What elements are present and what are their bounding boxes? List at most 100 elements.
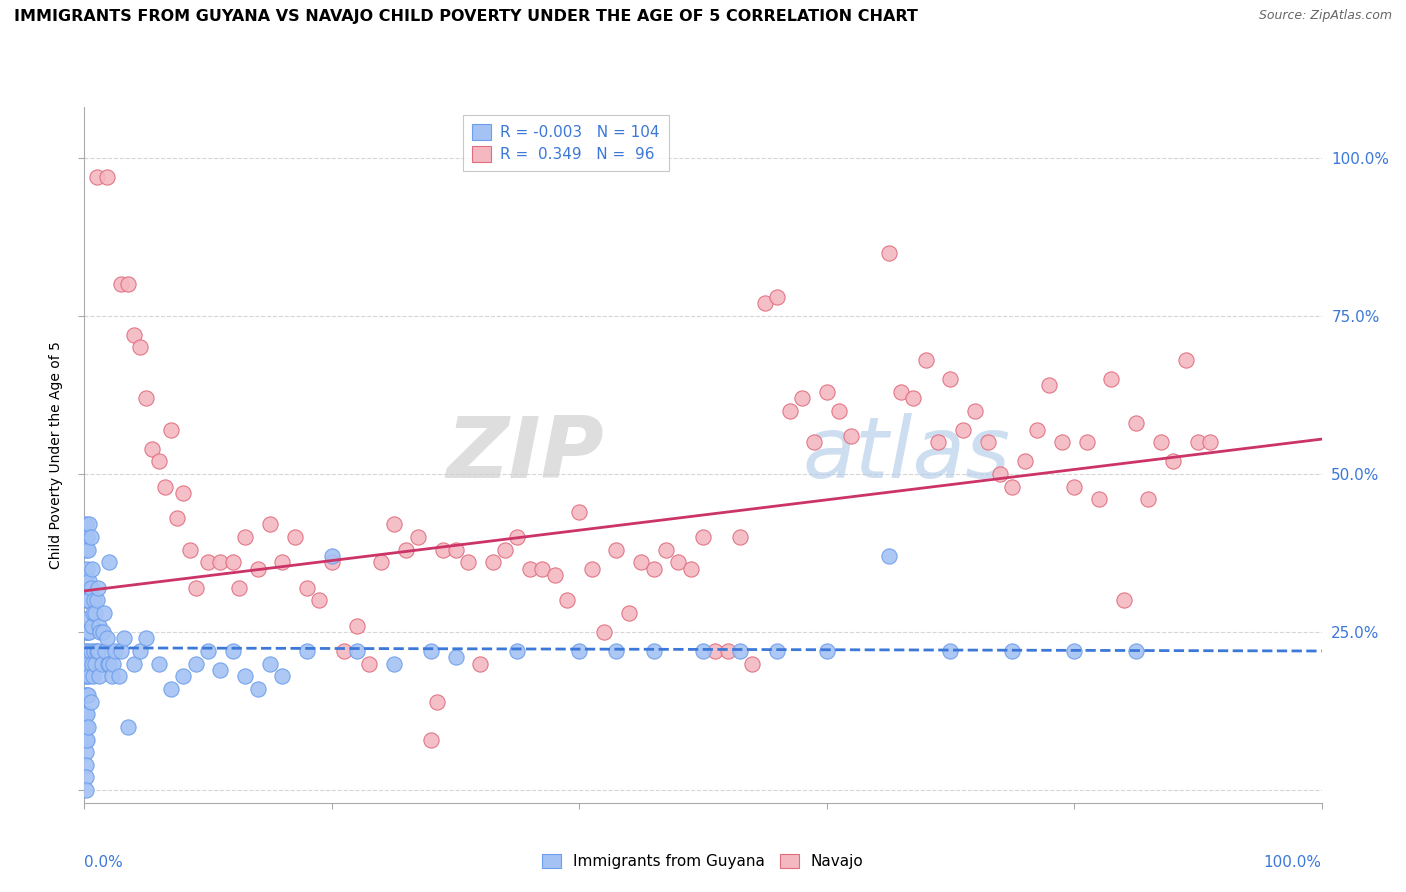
Point [1063,479,1085,493]
Point [98,657,121,671]
Point [890,384,912,399]
Point [76,625,98,640]
Point [160,423,183,437]
Point [75,625,97,640]
Point [75,542,97,557]
Point [75,593,97,607]
Point [89,625,111,640]
Point [233,530,256,544]
Point [679,562,702,576]
Point [271,556,294,570]
Point [91,625,114,640]
Point [481,556,503,570]
Point [110,277,132,292]
Point [135,391,157,405]
Point [76,644,98,658]
Point [87,644,110,658]
Point [148,657,170,671]
Point [1063,644,1085,658]
Point [100,669,122,683]
Point [79,517,101,532]
Point [519,562,541,576]
Point [877,245,900,260]
Point [655,542,678,557]
Point [77,657,100,671]
Point [692,530,714,544]
Point [754,296,776,310]
Point [1174,353,1197,368]
Point [1050,435,1073,450]
Point [122,657,145,671]
Y-axis label: Child Poverty Under the Age of 5: Child Poverty Under the Age of 5 [49,341,63,569]
Point [233,669,256,683]
Point [75,644,97,658]
Point [117,277,139,292]
Point [271,669,294,683]
Point [209,663,232,677]
Text: 100.0%: 100.0% [1264,855,1322,870]
Point [1038,378,1060,392]
Point [79,695,101,709]
Point [395,542,418,557]
Point [117,720,139,734]
Point [605,644,627,658]
Point [295,644,318,658]
Point [333,644,356,658]
Point [80,562,103,576]
Point [153,479,176,493]
Legend: Immigrants from Guyana, Navajo: Immigrants from Guyana, Navajo [536,848,870,875]
Point [129,340,152,354]
Point [135,632,157,646]
Point [555,593,578,607]
Point [86,169,108,184]
Point [903,391,925,405]
Point [346,618,368,632]
Point [93,606,115,620]
Point [1001,644,1024,658]
Point [432,542,454,557]
Point [568,505,591,519]
Point [419,732,441,747]
Point [76,593,98,607]
Text: 0.0%: 0.0% [84,855,124,870]
Point [184,581,207,595]
Point [77,542,100,557]
Point [76,707,98,722]
Point [222,644,245,658]
Point [75,669,97,683]
Point [75,688,97,702]
Point [129,644,152,658]
Point [76,732,98,747]
Point [766,290,789,304]
Text: atlas: atlas [801,413,1010,497]
Point [506,530,529,544]
Point [593,625,616,640]
Point [83,593,105,607]
Point [543,568,565,582]
Point [914,353,936,368]
Point [470,657,492,671]
Point [82,606,104,620]
Point [75,707,97,722]
Text: IMMIGRANTS FROM GUYANA VS NAVAJO CHILD POVERTY UNDER THE AGE OF 5 CORRELATION CH: IMMIGRANTS FROM GUYANA VS NAVAJO CHILD P… [14,9,918,24]
Text: Source: ZipAtlas.com: Source: ZipAtlas.com [1258,9,1392,22]
Point [94,644,117,658]
Point [148,454,170,468]
Point [704,644,727,658]
Point [419,644,441,658]
Point [939,372,962,386]
Point [692,644,714,658]
Point [444,542,467,557]
Point [79,530,101,544]
Point [89,618,111,632]
Point [172,486,194,500]
Point [321,556,343,570]
Point [160,681,183,696]
Point [976,435,998,450]
Point [766,644,789,658]
Point [643,644,665,658]
Point [76,562,98,576]
Point [96,632,118,646]
Point [426,695,449,709]
Point [166,511,188,525]
